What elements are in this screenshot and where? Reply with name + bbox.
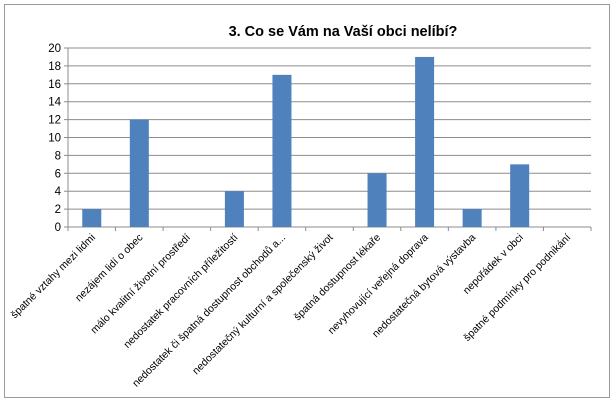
y-tick-label: 20 [48, 43, 61, 55]
y-tick-label: 6 [55, 168, 61, 180]
gridlines [68, 47, 591, 210]
bar [272, 74, 292, 227]
chart-title: 3. Co se Vám na Vaší obci nelíbí? [229, 24, 458, 40]
y-tick-label: 0 [55, 222, 61, 234]
y-tick-label: 4 [55, 186, 62, 198]
y-tick-label: 8 [55, 150, 61, 162]
bar [82, 209, 102, 227]
bars [82, 56, 530, 228]
bar [367, 173, 387, 227]
y-tick-label: 14 [48, 97, 61, 109]
y-tick-label: 12 [48, 115, 61, 127]
chart-frame [4, 4, 610, 398]
bar [462, 209, 482, 227]
x-tick-label: špatná dostupnost lékaře [292, 232, 384, 324]
y-tick-label: 18 [48, 61, 61, 73]
axes [64, 47, 592, 231]
bar [224, 191, 244, 227]
y-tick-label: 10 [48, 133, 61, 145]
bar [510, 164, 530, 227]
y-tick-labels: 0 2 4 6 8 10 12 14 16 18 20 [48, 43, 61, 234]
y-tick-label: 2 [55, 204, 61, 216]
x-tick-label: špatné vztahy mezi lidmi [9, 232, 98, 321]
bar [415, 56, 435, 228]
bar [129, 119, 149, 227]
y-tick-label: 16 [48, 79, 61, 91]
x-tick-label: málo kvalitní životní prostředí [88, 232, 193, 337]
x-tick-label: nevyhovující veřejná doprava [326, 232, 431, 337]
